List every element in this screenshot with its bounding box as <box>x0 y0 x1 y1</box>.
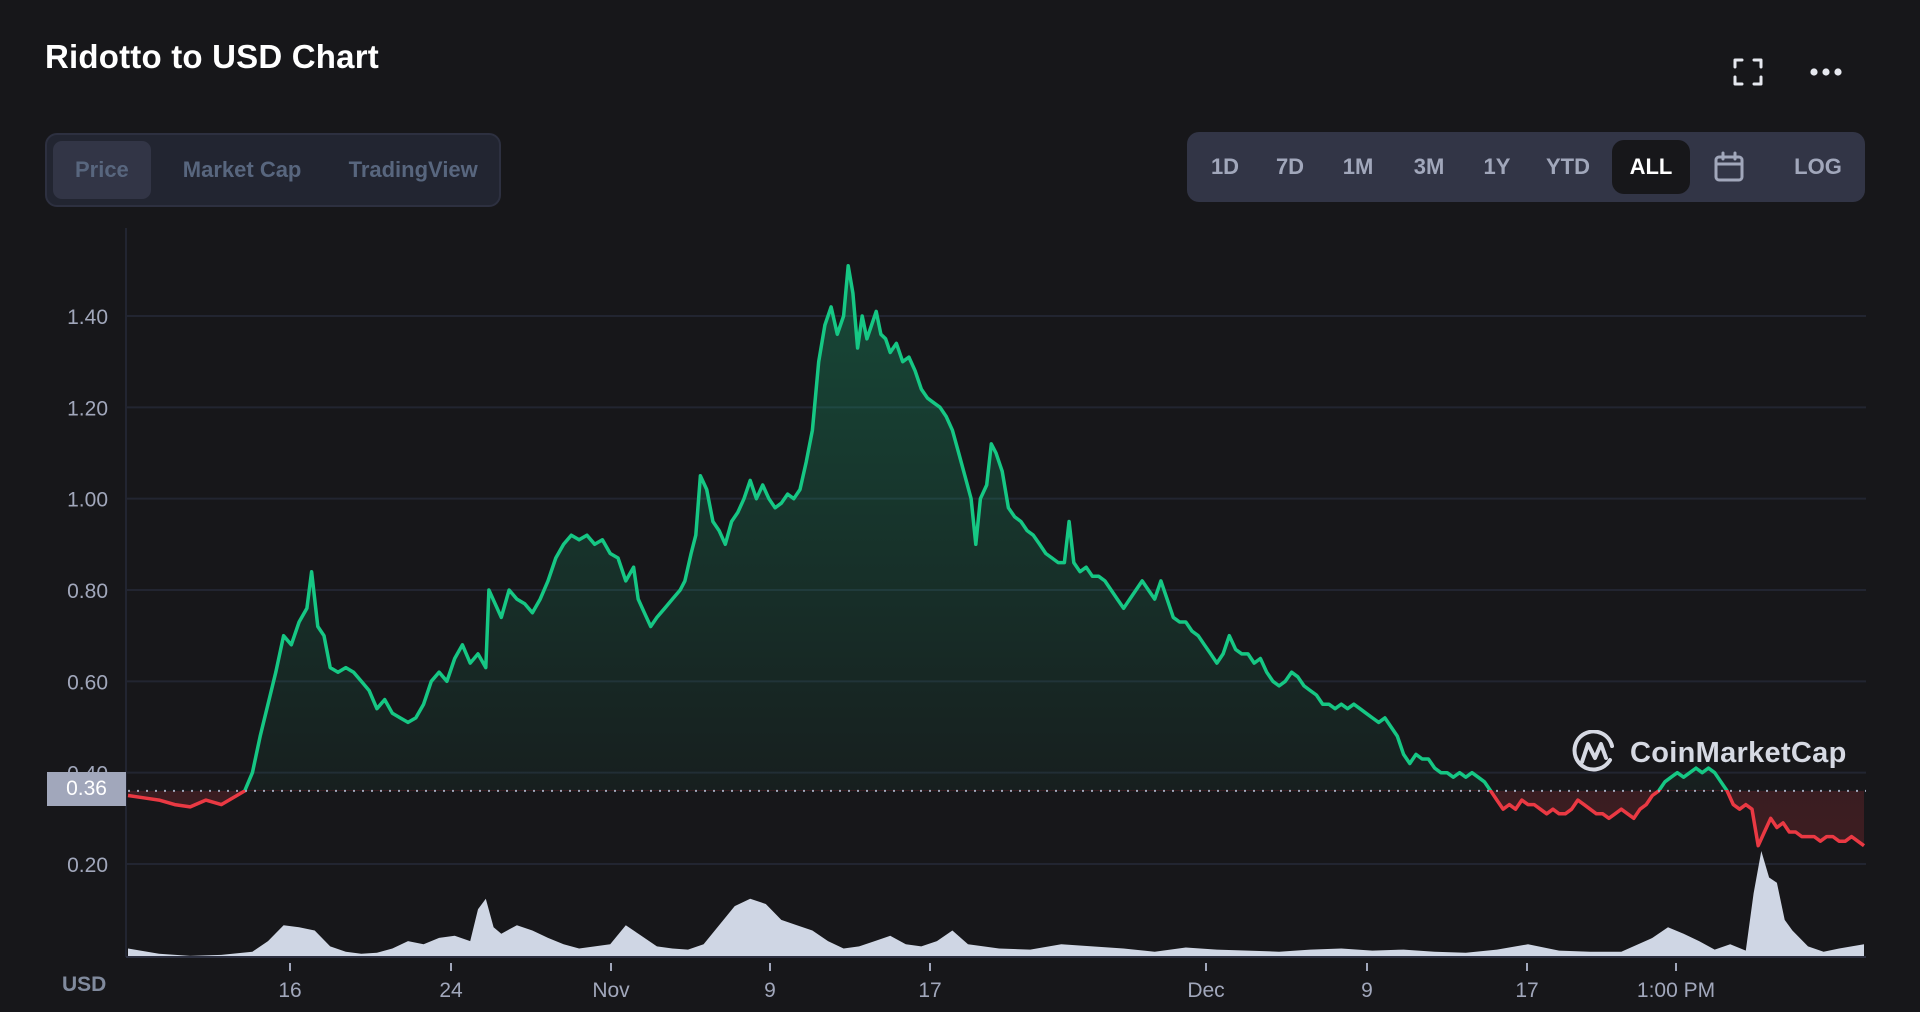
range-3m[interactable]: 3M <box>1413 154 1445 179</box>
x-axis-labels: 16 24 Nov 9 17 Dec 9 17 1:00 PM <box>278 963 1715 1002</box>
time-range-selector: 1D 7D 1M 3M 1Y YTD ALL LOG <box>1187 132 1865 202</box>
chart-title: Ridotto to USD Chart <box>45 38 379 75</box>
range-7d[interactable]: 7D <box>1275 154 1305 179</box>
log-scale-toggle[interactable]: LOG <box>1794 154 1842 179</box>
more-options-button[interactable] <box>1806 54 1846 90</box>
more-horizontal-icon <box>1810 68 1842 76</box>
svg-text:1:00 PM: 1:00 PM <box>1637 979 1715 1002</box>
range-1m[interactable]: 1M <box>1342 154 1374 179</box>
fullscreen-icon <box>1733 58 1763 86</box>
current-price-tag: 0.36 <box>47 772 126 806</box>
svg-text:0.20: 0.20 <box>67 854 108 877</box>
date-picker-button[interactable] <box>1699 140 1759 194</box>
svg-text:1.20: 1.20 <box>67 397 108 420</box>
coinmarketcap-watermark: CoinMarketCap <box>1572 730 1847 776</box>
coinmarketcap-logo-icon <box>1572 730 1614 772</box>
currency-label: USD <box>62 973 107 996</box>
chart-grid <box>125 228 1866 957</box>
svg-text:Nov: Nov <box>592 979 630 1002</box>
svg-text:24: 24 <box>439 979 463 1002</box>
svg-text:Dec: Dec <box>1187 979 1224 1002</box>
svg-text:17: 17 <box>918 979 941 1002</box>
range-1y[interactable]: 1Y <box>1483 154 1511 179</box>
volume-bars <box>126 851 1866 958</box>
tab-market-cap[interactable]: Market Cap <box>182 157 302 182</box>
svg-text:9: 9 <box>764 979 776 1002</box>
svg-text:17: 17 <box>1515 979 1538 1002</box>
svg-text:1.00: 1.00 <box>67 489 108 512</box>
tab-price[interactable]: Price <box>53 141 151 199</box>
svg-text:16: 16 <box>278 979 301 1002</box>
range-all[interactable]: ALL <box>1612 140 1690 194</box>
svg-text:0.80: 0.80 <box>67 580 108 603</box>
range-ytd[interactable]: YTD <box>1546 154 1590 179</box>
svg-text:9: 9 <box>1361 979 1373 1002</box>
svg-text:0.60: 0.60 <box>67 671 108 694</box>
fullscreen-button[interactable] <box>1728 54 1768 90</box>
chart-type-tabs: Price Market Cap TradingView <box>45 133 501 207</box>
calendar-icon <box>1714 151 1744 182</box>
tab-tradingview[interactable]: TradingView <box>348 157 478 182</box>
svg-text:1.40: 1.40 <box>67 306 108 329</box>
range-1d[interactable]: 1D <box>1210 154 1240 179</box>
